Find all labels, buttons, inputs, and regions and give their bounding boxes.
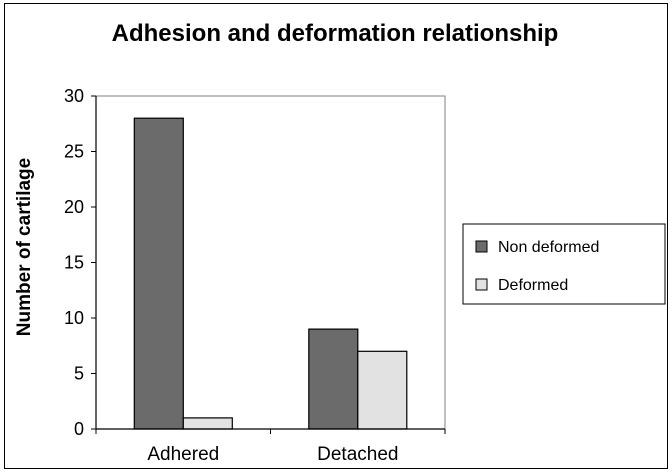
y-tick-label: 10	[64, 308, 84, 328]
x-tick-label: Detached	[317, 444, 398, 465]
legend: Non deformed Deformed	[462, 223, 666, 305]
legend-box	[462, 223, 666, 305]
bar-detached-non-deformed	[308, 328, 359, 430]
y-tick-labels: 0 5 10 15 20 25 30	[64, 86, 84, 439]
chart-frame: Adhesion and deformation relationship Nu…	[4, 3, 668, 469]
legend-swatch-deformed	[475, 278, 488, 291]
x-category-labels: Adhered Detached	[147, 444, 398, 465]
axis-layer	[91, 95, 446, 434]
y-tick-label: 15	[64, 253, 84, 273]
legend-items: Non deformed Deformed	[475, 239, 599, 294]
legend-swatch-non-deformed	[475, 240, 488, 253]
bar-adhered-deformed	[182, 417, 233, 430]
legend-label-deformed: Deformed	[498, 277, 568, 294]
bars-layer	[133, 117, 408, 430]
legend-label-non-deformed: Non deformed	[498, 239, 599, 256]
y-axis-label: Number of cartilage	[14, 158, 35, 336]
y-tick-label: 30	[64, 86, 84, 106]
y-tick-label: 0	[74, 419, 84, 439]
bar-adhered-non-deformed	[133, 117, 184, 430]
y-tick-label: 20	[64, 197, 84, 217]
bar-detached-deformed	[357, 350, 408, 430]
x-tick-label: Adhered	[147, 444, 219, 465]
chart-title: Adhesion and deformation relationship	[112, 20, 559, 47]
y-tick-label: 5	[74, 364, 84, 384]
bar-chart: Adhesion and deformation relationship Nu…	[14, 20, 666, 465]
y-tick-label: 25	[64, 142, 84, 162]
